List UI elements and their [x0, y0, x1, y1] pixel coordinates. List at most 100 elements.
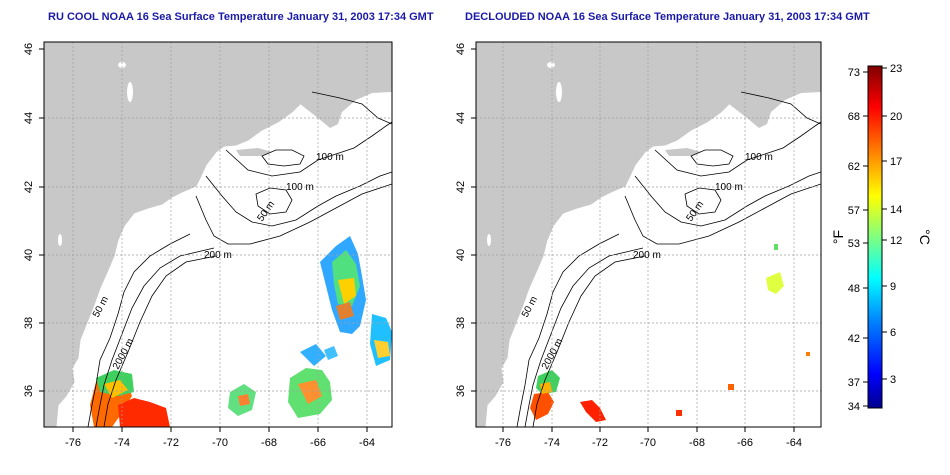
- sst-patch: [530, 392, 554, 420]
- contour-line: [524, 247, 644, 427]
- contour-line: [87, 233, 191, 427]
- contour-label: 100 m: [286, 182, 314, 193]
- right-axis-ticks: [471, 48, 795, 432]
- contour-line: [95, 247, 215, 427]
- colorbar: 73 68 62 57 53 48 42 37 34 23 20 17 14 1…: [830, 63, 933, 413]
- lat-tick-label: 36: [23, 385, 35, 397]
- celsius-tick-label: 12: [890, 235, 902, 247]
- left-sst-data: [90, 236, 392, 427]
- lat-tick-label: 46: [455, 43, 467, 55]
- contour-line: [195, 183, 392, 245]
- right-map-panel: 100 m 100 m 50 m 200 m 50 m 2000 m -76 -…: [455, 41, 822, 449]
- contour-label: 100 m: [715, 182, 743, 193]
- lon-tick-label: -74: [544, 437, 560, 449]
- lat-tick-label: 40: [455, 249, 467, 261]
- left-lake: [127, 82, 133, 102]
- fahrenheit-tick-label: 48: [848, 283, 860, 295]
- left-lon-labels: -76 -74 -72 -70 -68 -66 -64: [65, 437, 375, 449]
- sst-patch: [324, 346, 338, 360]
- sst-patch: [580, 400, 606, 422]
- contour-line: [225, 121, 392, 177]
- fahrenheit-tick-label: 37: [848, 377, 860, 389]
- lon-tick-label: -66: [737, 437, 753, 449]
- right-lake: [556, 82, 562, 102]
- sst-patch: [336, 302, 354, 320]
- lon-tick-label: -68: [261, 437, 277, 449]
- celsius-unit-label: °C: [917, 229, 933, 245]
- lat-tick-label: 40: [23, 249, 35, 261]
- contour-label: 200 m: [633, 250, 661, 261]
- right-sst-data: [530, 244, 810, 422]
- sst-patch: [774, 244, 778, 250]
- sst-patch: [374, 340, 390, 358]
- lon-tick-label: -68: [689, 437, 705, 449]
- contour-line: [261, 149, 305, 167]
- lat-tick-label: 44: [23, 112, 35, 124]
- celsius-tick-label: 20: [890, 111, 902, 123]
- sst-patch: [728, 384, 734, 390]
- left-axis-ticks: [39, 48, 368, 432]
- celsius-tick-label: 17: [890, 156, 902, 168]
- sst-patch: [806, 352, 810, 356]
- left-cape-cod: [236, 148, 272, 156]
- lon-tick-label: -76: [495, 437, 511, 449]
- contour-line: [103, 255, 217, 427]
- contour-label: 200 m: [204, 250, 232, 261]
- right-panel-title: DECLOUDED NOAA 16 Sea Surface Temperatur…: [465, 11, 870, 23]
- colorbar-f-labels: 73 68 62 57 53 48 42 37 34: [848, 67, 860, 413]
- celsius-tick-label: 6: [890, 327, 896, 339]
- contour-line: [690, 149, 734, 167]
- left-map-frame: [43, 41, 393, 428]
- right-lake: [487, 234, 491, 246]
- right-gridlines: [476, 42, 821, 427]
- sst-patch: [766, 272, 784, 294]
- right-lat-labels: 36 38 40 42 44 46: [455, 43, 467, 397]
- right-lon-labels: -76 -74 -72 -70 -68 -66 -64: [495, 437, 802, 449]
- fahrenheit-tick-label: 34: [848, 401, 860, 413]
- sst-patch: [338, 278, 356, 304]
- sst-patch: [238, 394, 250, 406]
- sst-patch: [298, 380, 322, 404]
- celsius-tick-label: 9: [890, 281, 896, 293]
- contour-label: 100 m: [745, 152, 773, 163]
- left-map-land: [44, 42, 392, 427]
- celsius-tick-label: 23: [890, 63, 902, 75]
- contour-line: [311, 91, 392, 125]
- lon-tick-label: -74: [114, 437, 130, 449]
- contour-line: [532, 255, 646, 427]
- left-panel-title: RU COOL NOAA 16 Sea Surface Temperature …: [48, 11, 434, 23]
- contour-line: [684, 187, 722, 215]
- lat-tick-label: 44: [455, 112, 467, 124]
- lon-tick-label: -64: [359, 437, 375, 449]
- fahrenheit-tick-label: 73: [848, 67, 860, 79]
- lon-tick-label: -70: [212, 437, 228, 449]
- sst-patch: [676, 410, 682, 416]
- contour-line: [740, 91, 821, 125]
- colorbar-f-ticks: [863, 67, 887, 407]
- colorbar-c-labels: 23 20 17 14 12 9 6 3: [890, 63, 902, 386]
- sst-patch: [540, 382, 552, 394]
- lon-tick-label: -72: [163, 437, 179, 449]
- lat-tick-label: 46: [23, 43, 35, 55]
- fahrenheit-tick-label: 53: [848, 238, 860, 250]
- fahrenheit-unit-label: °F: [830, 230, 846, 244]
- celsius-tick-label: 14: [890, 204, 902, 216]
- right-contours: [516, 91, 821, 427]
- fahrenheit-tick-label: 57: [848, 205, 860, 217]
- lon-tick-label: -72: [592, 437, 608, 449]
- left-lake: [118, 62, 126, 68]
- celsius-tick-label: 3: [890, 374, 896, 386]
- fahrenheit-tick-label: 42: [848, 333, 860, 345]
- lon-tick-label: -66: [310, 437, 326, 449]
- sst-patch: [118, 398, 170, 427]
- right-cape-cod: [665, 148, 701, 156]
- lat-tick-label: 42: [23, 181, 35, 193]
- lon-tick-label: -64: [786, 437, 802, 449]
- lon-tick-label: -76: [65, 437, 81, 449]
- sst-patch: [104, 380, 128, 398]
- left-lake: [58, 234, 62, 246]
- colorbar-scale: [867, 65, 883, 409]
- left-lat-labels: 36 38 40 42 44 46: [23, 43, 35, 397]
- contour-line: [654, 121, 821, 177]
- fahrenheit-tick-label: 68: [848, 111, 860, 123]
